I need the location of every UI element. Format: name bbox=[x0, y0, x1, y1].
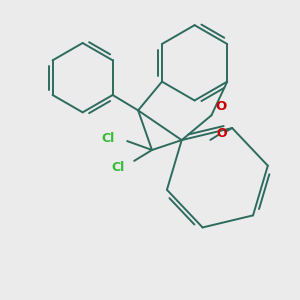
Text: O: O bbox=[216, 128, 226, 140]
Text: Cl: Cl bbox=[111, 161, 124, 174]
Text: O: O bbox=[215, 100, 226, 113]
Text: Cl: Cl bbox=[101, 132, 114, 145]
